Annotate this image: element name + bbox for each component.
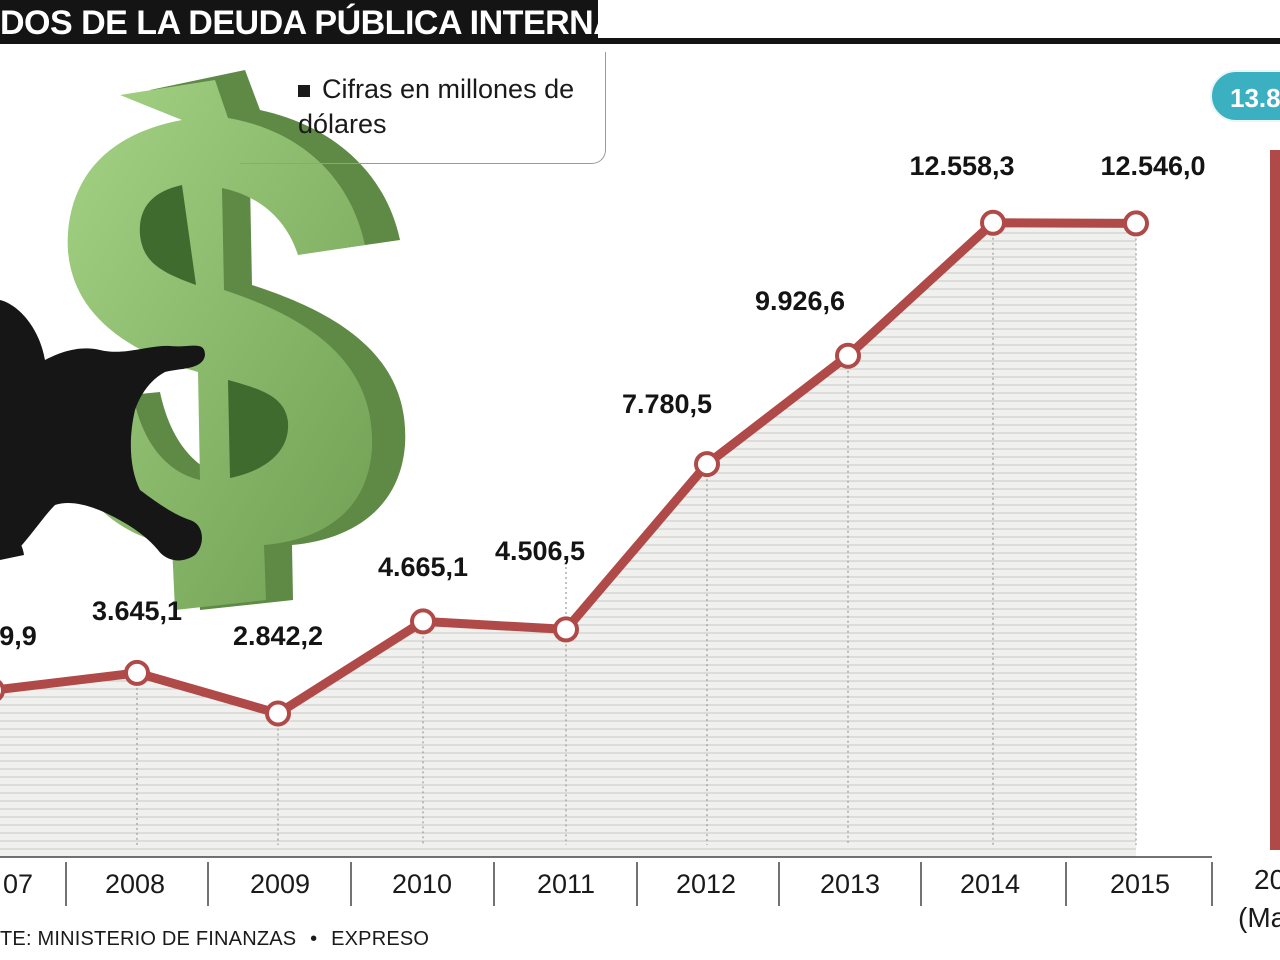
value-label-2009: 2.842,2 — [233, 621, 323, 651]
note-bullet — [298, 85, 310, 97]
drop-lines — [136, 222, 1137, 845]
value-labels: 9,9 3.645,1 2.842,2 4.665,1 4.506,5 7.780,5 9.… — [0, 151, 1206, 651]
year-label-2008: 2008 — [105, 869, 165, 899]
value-label-2010: 4.665,1 — [378, 552, 468, 582]
source-footer: TE: MINISTERIO DE FINANZAS • EXPRESO — [0, 928, 429, 951]
data-point-2015 — [1123, 210, 1149, 237]
latest-value-pill: 13.8 — [1210, 70, 1280, 122]
value-label-2014: 12.558,3 — [909, 151, 1014, 181]
year-label-2010: 2010 — [392, 869, 452, 899]
note-box — [240, 52, 606, 164]
value-label-2015: 12.546,0 — [1100, 151, 1205, 181]
source-text: TE: MINISTERIO DE FINANZAS — [0, 928, 297, 950]
value-label-2011: 4.506,5 — [495, 536, 585, 566]
area-fill — [0, 222, 1136, 857]
value-label-2012: 7.780,5 — [622, 389, 712, 419]
year-label-2013: 2013 — [820, 869, 880, 899]
latest-period-label: (Ma — [1238, 902, 1280, 933]
data-point-2008 — [124, 659, 150, 686]
year-label-2012: 2012 — [676, 869, 736, 899]
data-point-2012 — [694, 451, 720, 478]
title-rule — [598, 38, 1280, 44]
value-label-2007: 9,9 — [0, 621, 37, 651]
units-note: Cifras en millones de dólares — [298, 72, 598, 142]
year-label-2011: 2011 — [537, 869, 595, 899]
data-point-2009 — [265, 700, 291, 727]
latest-value-bar — [1270, 150, 1280, 850]
data-point-2013 — [835, 342, 861, 369]
axis-separators — [65, 862, 1213, 906]
data-point-2011 — [553, 616, 579, 643]
chart-title: DOS DE LA DEUDA PÚBLICA INTERNA — [0, 0, 598, 44]
year-label-2007: 07 — [3, 869, 33, 899]
year-label-2014: 2014 — [960, 869, 1020, 899]
footer-separator: • — [310, 928, 318, 950]
value-label-2008: 3.645,1 — [92, 596, 182, 626]
data-markers — [0, 209, 1149, 727]
year-label-2015: 2015 — [1110, 869, 1170, 899]
data-point-2007 — [0, 680, 5, 701]
outlet-text: EXPRESO — [331, 928, 430, 950]
value-label-2013: 9.926,6 — [755, 286, 845, 316]
businessman-silhouette — [0, 300, 205, 561]
data-point-2010 — [410, 608, 436, 635]
year-label-2009: 2009 — [250, 869, 310, 899]
year-labels: 07 2008 2009 2010 2011 2012 2013 2014 2015 — [3, 869, 1170, 899]
units-note-text: Cifras en millones de dólares — [298, 74, 575, 139]
latest-year-label: 20 — [1254, 864, 1280, 895]
data-point-2014 — [980, 209, 1006, 236]
